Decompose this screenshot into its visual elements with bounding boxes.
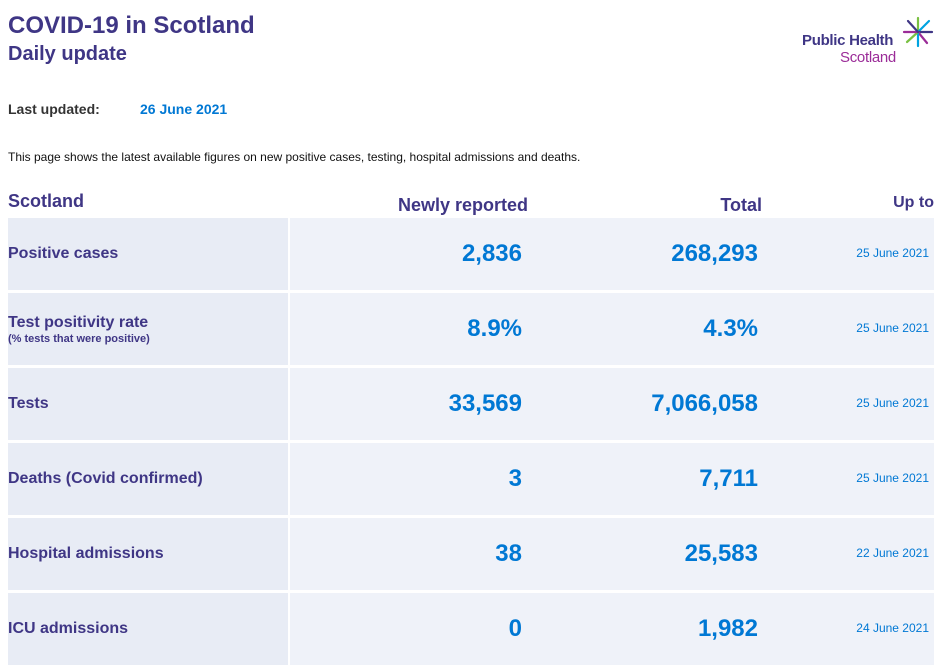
up-to-date: 25 June 2021 bbox=[856, 471, 929, 485]
newly-reported-value: 33,569 bbox=[448, 390, 522, 417]
up-to-date: 22 June 2021 bbox=[856, 546, 929, 560]
up-to-date: 24 June 2021 bbox=[856, 621, 929, 635]
total-value: 7,711 bbox=[699, 465, 758, 492]
intro-text: This page shows the latest available fig… bbox=[8, 150, 581, 164]
logo-line-2: Scotland bbox=[840, 49, 896, 66]
row-label: Positive cases bbox=[8, 245, 119, 262]
newly-reported-value: 38 bbox=[495, 540, 522, 567]
page-subtitle: Daily update bbox=[8, 43, 127, 65]
row-deaths: Deaths (Covid confirmed) 3 7,711 25 June… bbox=[8, 443, 934, 515]
total-value: 1,982 bbox=[697, 615, 758, 642]
row-hospital-admissions: Hospital admissions 38 25,583 22 June 20… bbox=[8, 518, 934, 590]
newly-reported-value: 8.9% bbox=[467, 315, 522, 342]
total-value: 7,066,058 bbox=[651, 390, 758, 417]
total-value: 4.3% bbox=[703, 315, 758, 342]
row-icu-admissions: ICU admissions 0 1,982 24 June 2021 bbox=[8, 593, 934, 665]
up-to-date: 25 June 2021 bbox=[856, 396, 929, 410]
row-test-positivity: Test positivity rate (% tests that were … bbox=[8, 293, 934, 365]
total-value: 268,293 bbox=[671, 240, 758, 267]
up-to-date: 25 June 2021 bbox=[856, 321, 929, 335]
total-value: 25,583 bbox=[684, 540, 758, 567]
row-label: Tests bbox=[8, 395, 49, 412]
row-positive-cases: Positive cases 2,836 268,293 25 June 202… bbox=[8, 218, 934, 290]
row-label: Hospital admissions bbox=[8, 545, 164, 562]
up-to-date: 25 June 2021 bbox=[856, 246, 929, 260]
star-burst-icon bbox=[902, 16, 934, 48]
row-sublabel: (% tests that were positive) bbox=[8, 333, 150, 345]
row-label: ICU admissions bbox=[8, 620, 129, 637]
last-updated-label: Last updated: bbox=[8, 101, 100, 117]
row-label: Test positivity rate bbox=[8, 314, 149, 331]
logo-line-1: Public Health bbox=[802, 32, 894, 49]
newly-reported-value: 2,836 bbox=[461, 240, 522, 267]
public-health-scotland-logo: Public Health Scotland bbox=[800, 16, 936, 66]
header-up-to: Up to bbox=[893, 194, 934, 211]
row-label: Deaths (Covid confirmed) bbox=[8, 470, 203, 487]
page-title: COVID-19 in Scotland bbox=[8, 12, 255, 39]
last-updated-value: 26 June 2021 bbox=[140, 101, 228, 117]
row-tests: Tests 33,569 7,066,058 25 June 2021 bbox=[8, 368, 934, 440]
newly-reported-value: 0 bbox=[508, 615, 522, 642]
header-newly-reported: Newly reported bbox=[397, 195, 528, 215]
header-total: Total bbox=[720, 195, 762, 215]
newly-reported-value: 3 bbox=[508, 465, 522, 492]
header-region: Scotland bbox=[8, 191, 85, 211]
stats-table: Positive cases 2,836 268,293 25 June 202… bbox=[8, 218, 934, 668]
